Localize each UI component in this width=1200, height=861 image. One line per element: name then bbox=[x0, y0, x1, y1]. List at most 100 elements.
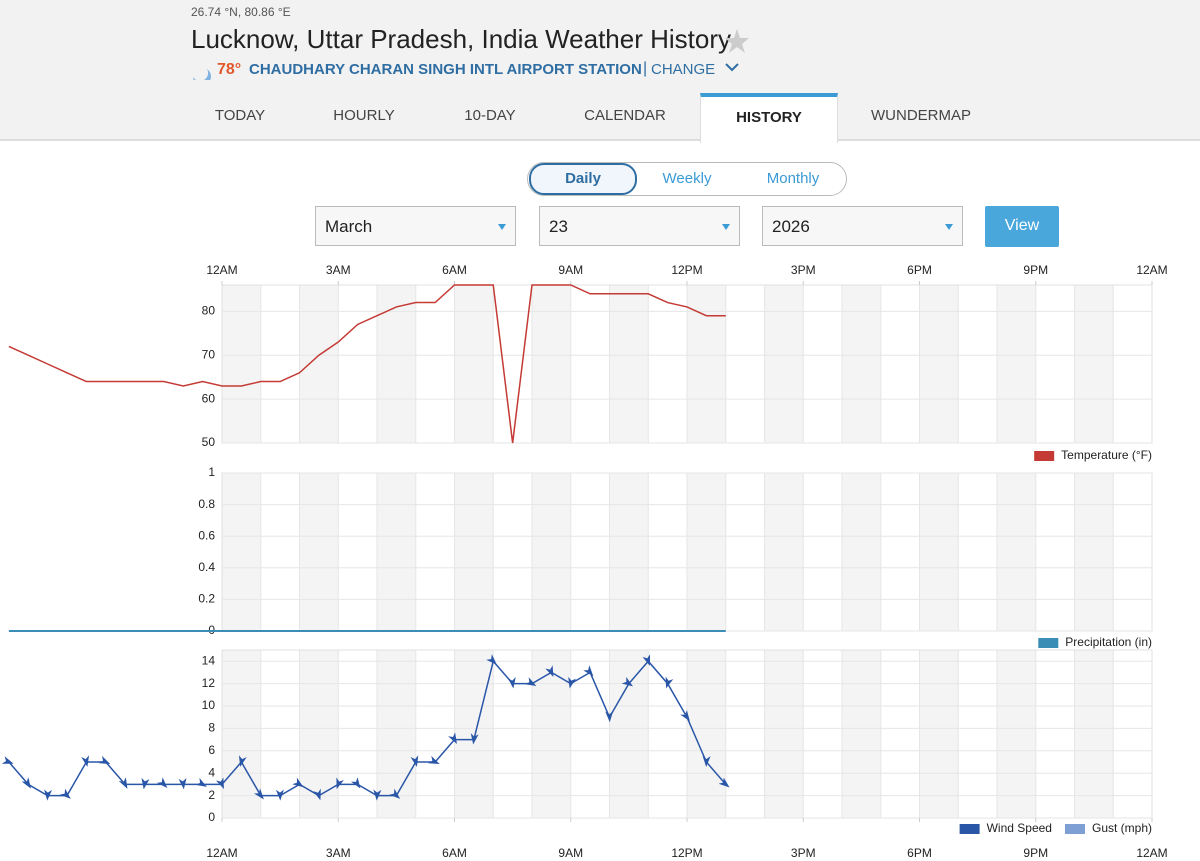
wind-arrow bbox=[428, 755, 440, 765]
hour-band bbox=[532, 285, 571, 443]
tab[interactable]: 10-DAY bbox=[464, 107, 516, 124]
hour-band bbox=[919, 285, 959, 443]
hour-band bbox=[1074, 285, 1114, 443]
hour-band bbox=[842, 650, 881, 818]
y-tick-label: 2 bbox=[208, 788, 215, 802]
hour-band bbox=[299, 650, 339, 818]
hour-band bbox=[842, 473, 881, 631]
separator: | bbox=[643, 60, 648, 77]
wind-arrow bbox=[718, 777, 730, 788]
hour-band bbox=[222, 285, 261, 443]
hour-band bbox=[299, 473, 339, 631]
toggle-option[interactable]: Daily bbox=[529, 163, 637, 195]
hour-band bbox=[764, 285, 804, 443]
hour-band bbox=[532, 650, 571, 818]
x-tick-label: 12AM bbox=[206, 846, 237, 860]
x-tick-label: 9PM bbox=[1023, 846, 1048, 860]
hour-band bbox=[1074, 473, 1114, 631]
x-tick-label: 12AM bbox=[1136, 263, 1167, 277]
hour-band bbox=[222, 650, 261, 818]
hour-band bbox=[609, 473, 649, 631]
y-tick-label: 4 bbox=[208, 765, 215, 779]
tab[interactable]: HOURLY bbox=[333, 107, 395, 124]
y-tick-label: 60 bbox=[202, 391, 216, 405]
x-tick-label: 12PM bbox=[671, 263, 702, 277]
hour-band bbox=[997, 650, 1036, 818]
tab[interactable]: WUNDERMAP bbox=[871, 107, 971, 124]
tab[interactable]: TODAY bbox=[214, 107, 266, 124]
wind-arrow bbox=[1, 756, 14, 764]
y-tick-label: 0.2 bbox=[198, 592, 215, 606]
wind-arrow bbox=[486, 654, 497, 665]
wind-arrow bbox=[350, 777, 361, 789]
wind-arrow bbox=[621, 676, 634, 687]
wind-arrow bbox=[238, 755, 247, 767]
legend-label: Wind Speed bbox=[987, 821, 1052, 835]
hour-band bbox=[919, 650, 959, 818]
hour-band bbox=[997, 285, 1036, 443]
y-tick-label: 0.4 bbox=[198, 560, 215, 574]
star-icon[interactable] bbox=[725, 29, 749, 53]
wind-arrow bbox=[665, 676, 674, 689]
hour-band bbox=[454, 473, 494, 631]
x-tick-label: 12AM bbox=[206, 263, 237, 277]
hour-band bbox=[609, 650, 649, 818]
hour-band bbox=[299, 285, 339, 443]
station[interactable]: CHAUDHARY CHARAN SINGH INTL AIRPORT STAT… bbox=[249, 61, 642, 78]
wind-arrow bbox=[141, 777, 150, 790]
hour-band bbox=[377, 650, 416, 818]
wind-arrow bbox=[642, 654, 651, 666]
x-tick-label: 9AM bbox=[558, 846, 583, 860]
change-link[interactable]: CHANGE bbox=[651, 61, 716, 78]
wind-arrow bbox=[448, 732, 457, 744]
weather-icon bbox=[193, 69, 211, 80]
wind-arrow bbox=[21, 777, 31, 789]
wind-arrow bbox=[410, 755, 419, 767]
x-tick-label: 9PM bbox=[1023, 263, 1048, 277]
wind-arrow bbox=[545, 665, 554, 677]
month-select[interactable]: March bbox=[315, 206, 516, 246]
x-tick-label: 6AM bbox=[442, 263, 467, 277]
legend-swatch bbox=[1034, 451, 1055, 461]
wind-arrow bbox=[292, 777, 304, 788]
y-tick-label: 8 bbox=[208, 721, 215, 735]
hour-band bbox=[919, 473, 959, 631]
wind-arrow bbox=[44, 789, 53, 801]
wind-arrow bbox=[59, 788, 71, 799]
wind-arrow bbox=[81, 755, 90, 767]
x-tick-label: 6PM bbox=[907, 846, 932, 860]
hour-band bbox=[454, 650, 494, 818]
series-line bbox=[8, 659, 727, 797]
wind-arrow bbox=[524, 677, 537, 687]
y-tick-label: 1 bbox=[208, 465, 215, 479]
legend-label: Temperature (°F) bbox=[1061, 448, 1152, 462]
x-tick-label: 3PM bbox=[791, 263, 816, 277]
y-tick-label: 70 bbox=[202, 347, 216, 361]
wind-arrow bbox=[702, 755, 711, 767]
y-tick-label: 0.8 bbox=[198, 497, 215, 511]
tab[interactable]: CALENDAR bbox=[584, 107, 666, 124]
toggle-option[interactable]: Monthly bbox=[766, 170, 820, 187]
series-line bbox=[8, 284, 726, 444]
wind-arrow bbox=[389, 788, 401, 799]
wind-arrow bbox=[336, 777, 344, 790]
chevron[interactable] bbox=[725, 63, 739, 72]
toggle-option[interactable]: Weekly bbox=[662, 170, 712, 187]
year-select[interactable]: 2026 bbox=[762, 206, 963, 246]
y-tick-label: 10 bbox=[202, 698, 216, 712]
tab[interactable]: HISTORY bbox=[700, 93, 838, 143]
coordinates: 26.74 °N, 80.86 °E bbox=[191, 5, 291, 19]
y-tick-label: 80 bbox=[202, 304, 216, 318]
hour-band bbox=[764, 473, 804, 631]
page-title: Lucknow, Uttar Pradesh, India Weather Hi… bbox=[191, 24, 731, 54]
wind-arrow bbox=[195, 777, 207, 787]
view-button[interactable]: View bbox=[985, 206, 1059, 247]
day-select[interactable]: 23 bbox=[539, 206, 740, 246]
hour-band bbox=[609, 285, 649, 443]
month: March bbox=[325, 217, 373, 236]
hour-band bbox=[997, 473, 1036, 631]
hour-band bbox=[377, 473, 416, 631]
wind-arrow bbox=[583, 665, 594, 677]
wind-arrow bbox=[118, 777, 128, 789]
